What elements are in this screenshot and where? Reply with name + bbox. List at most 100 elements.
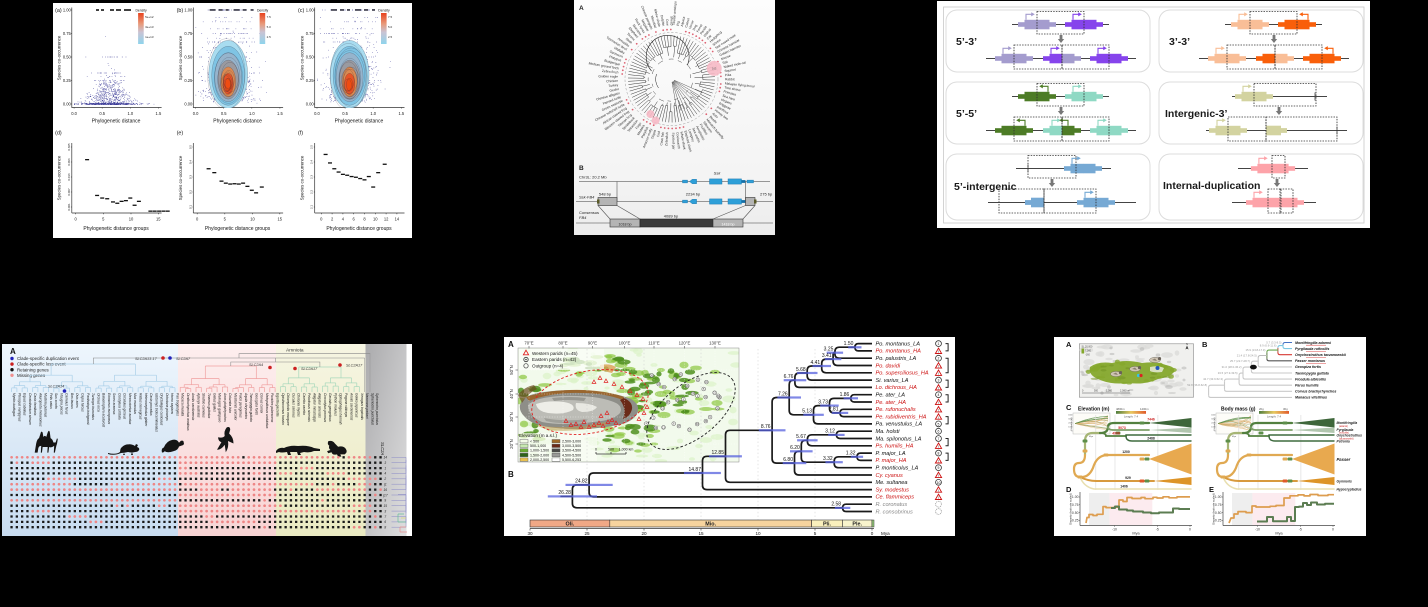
svg-text:36: 36 [704, 420, 707, 423]
svg-text:Gekko japonicus: Gekko japonicus [355, 393, 359, 418]
svg-text:1.5: 1.5 [277, 111, 283, 116]
svg-text:40°N: 40°N [509, 389, 514, 399]
svg-text:15: 15 [384, 504, 388, 508]
svg-text:Malayan flying lemur: Malayan flying lemur [725, 81, 756, 88]
svg-text:Zebra finch: Zebra finch [602, 69, 619, 75]
svg-text:Parus humilis: Parus humilis [1295, 384, 1319, 388]
svg-text:!: ! [938, 489, 939, 493]
svg-text:Primates: Primates [723, 90, 737, 97]
svg-text:0: 0 [595, 448, 597, 452]
svg-text:0: 0 [1214, 431, 1215, 433]
svg-text:0: 0 [1082, 390, 1084, 393]
svg-text:P. monticolus_LA: P. monticolus_LA [876, 466, 919, 472]
svg-text:Walrus: Walrus [703, 27, 713, 38]
svg-text:Cy. cyanus: Cy. cyanus [876, 473, 903, 479]
svg-text:13: 13 [657, 383, 660, 386]
svg-text:15: 15 [278, 217, 283, 222]
svg-text:Ovis aries: Ovis aries [75, 393, 79, 408]
svg-text:Ochotona princeps: Ochotona princeps [165, 393, 169, 421]
svg-text:SLC2A4: SLC2A4 [249, 363, 263, 367]
svg-text:10: 10 [373, 217, 378, 222]
svg-text:SLC2A14: SLC2A14 [48, 385, 64, 389]
svg-text:Bos taurus: Bos taurus [70, 393, 74, 409]
svg-text:Erinaceus europaeus: Erinaceus europaeus [107, 393, 111, 425]
svg-text:5e+12: 5e+12 [145, 15, 154, 19]
svg-text:Ficedula albicollis: Ficedula albicollis [1295, 377, 1326, 381]
svg-text:548 bp: 548 bp [599, 192, 612, 197]
svg-text:4: 4 [384, 472, 386, 476]
svg-text:Phylogenetic distance: Phylogenetic distance [213, 119, 262, 125]
svg-text:(b): (b) [177, 8, 184, 14]
svg-text:6.76: 6.76 [784, 374, 794, 380]
svg-text:!: ! [938, 365, 939, 369]
svg-text:0.50: 0.50 [1072, 511, 1079, 515]
svg-text:R. coronatus: R. coronatus [876, 502, 908, 508]
svg-text:Po. palustris_LA: Po. palustris_LA [876, 356, 917, 362]
svg-text:Shrew: Shrew [712, 38, 722, 47]
svg-text:Length: 7.4: Length: 7.4 [1267, 415, 1281, 419]
svg-text:2.5: 2.5 [388, 35, 393, 39]
svg-text:Species co-occurrence: Species co-occurrence [57, 35, 62, 80]
svg-text:Cod: Cod [656, 131, 661, 138]
svg-text:B: B [508, 470, 514, 479]
svg-text:3: 3 [938, 379, 940, 383]
svg-text:Ferret: Ferret [696, 23, 704, 33]
svg-text:9: 9 [384, 499, 386, 503]
svg-text:7: 7 [384, 515, 386, 519]
svg-text:3: 3 [384, 509, 386, 513]
svg-text:Alligator mississippi: Alligator mississippi [312, 392, 316, 422]
svg-text:Pelodiscus sinensis: Pelodiscus sinensis [307, 393, 311, 422]
svg-text:10: 10 [937, 481, 941, 485]
svg-text:70°E: 70°E [524, 341, 533, 346]
svg-text:5,500-6,253: 5,500-6,253 [562, 458, 581, 462]
svg-text:0.5: 0.5 [221, 111, 227, 116]
svg-text:Zebrafish: Zebrafish [664, 132, 669, 146]
svg-text:(f): (f) [298, 131, 303, 137]
svg-text:500-1,000: 500-1,000 [530, 444, 546, 448]
svg-text:130°E: 130°E [709, 341, 721, 346]
svg-text:Gavialis gangeticus: Gavialis gangeticus [328, 393, 332, 422]
svg-text:Species co-occurrence: Species co-occurrence [300, 155, 305, 200]
svg-text:Corvus cornix: Corvus cornix [260, 393, 264, 414]
svg-text:Wallaby: Wallaby [613, 46, 625, 55]
svg-text:Cuculus canorus: Cuculus canorus [291, 393, 295, 418]
svg-text:14.87: 14.87 [688, 467, 701, 473]
svg-text:SLC2A: SLC2A [380, 442, 385, 455]
svg-text:Intergenic-3’: Intergenic-3’ [1165, 108, 1228, 120]
svg-text:Platypus: Platypus [609, 55, 623, 63]
svg-text:Minke whale: Minke whale [653, 9, 661, 28]
svg-text:(e): (e) [177, 131, 184, 137]
svg-text:Chlamydotis macquee: Chlamydotis macquee [286, 393, 290, 426]
svg-text:19: 19 [661, 407, 664, 410]
svg-text:7.5: 7.5 [388, 15, 393, 19]
svg-text:1.00: 1.00 [184, 8, 193, 13]
svg-text:0.096: 0.096 [67, 158, 71, 166]
svg-text:16: 16 [705, 381, 708, 384]
svg-text:!: ! [938, 474, 939, 478]
svg-text:1400m: 1400m [1140, 407, 1149, 411]
svg-text:pacificus: pacificus [716, 105, 729, 115]
svg-text:!: ! [938, 372, 939, 376]
svg-text:0.3: 0.3 [188, 175, 192, 179]
svg-text:Horse: Horse [688, 20, 695, 30]
svg-text:26: 26 [716, 407, 719, 410]
svg-text:-160: -160 [1085, 354, 1090, 357]
svg-text:90°E: 90°E [588, 341, 597, 346]
svg-text:!: ! [938, 409, 939, 413]
svg-text:A: A [508, 340, 514, 349]
svg-text:0.50: 0.50 [184, 55, 193, 60]
svg-text:Myotis lucifugus: Myotis lucifugus [12, 393, 16, 417]
svg-text:< 500: < 500 [530, 440, 539, 444]
svg-text:500: 500 [608, 448, 614, 452]
svg-text:2: 2 [938, 357, 940, 361]
svg-text:16: 16 [384, 488, 388, 492]
svg-text:1018 bp: 1018 bp [619, 223, 632, 227]
svg-text:Consensus: Consensus [579, 210, 599, 215]
svg-text:Elevation (m): Elevation (m) [1070, 417, 1073, 430]
svg-text:Phylogenetic distance: Phylogenetic distance [335, 119, 384, 125]
svg-text:P. major_HA: P. major_HA [876, 458, 907, 464]
svg-text:Si. varius_LA: Si. varius_LA [876, 378, 909, 384]
svg-text:2.1: 2.1 [310, 205, 314, 209]
svg-text:10: 10 [755, 531, 761, 536]
svg-text:33.5 (27.9-39.5): 33.5 (27.9-39.5) [1218, 371, 1238, 375]
